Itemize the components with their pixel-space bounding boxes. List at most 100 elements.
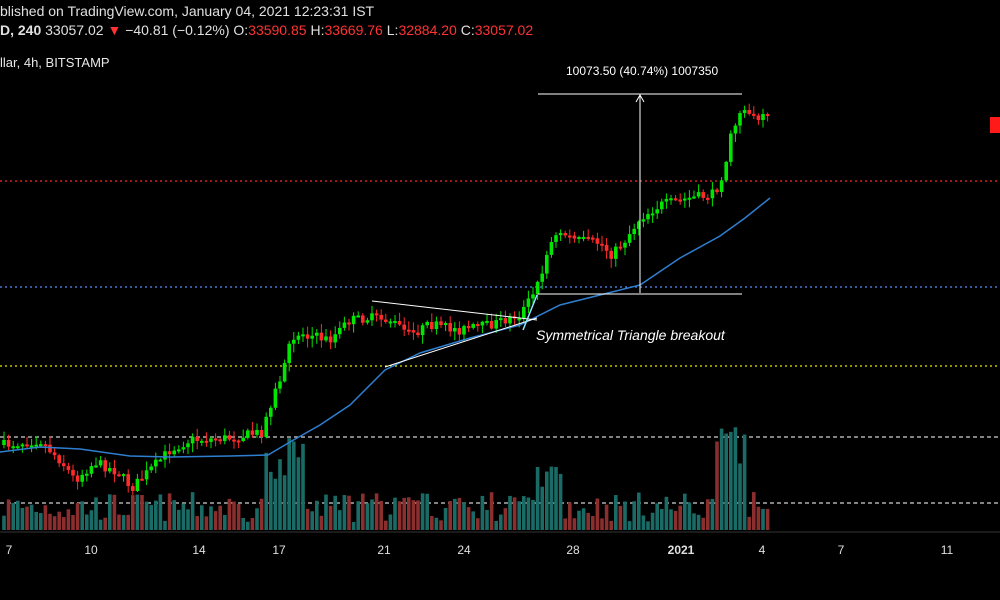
- volume-bar: [34, 511, 38, 530]
- volume-bar: [2, 515, 6, 530]
- candle-body: [623, 242, 627, 248]
- candle-body: [273, 388, 278, 408]
- volume-bar: [747, 516, 751, 530]
- volume-bar: [402, 497, 406, 530]
- volume-bar: [384, 520, 388, 530]
- volume-bar: [89, 510, 94, 530]
- candle-body: [494, 319, 498, 329]
- volume-bar: [186, 509, 190, 530]
- volume-bar: [756, 506, 761, 530]
- candle-body: [11, 446, 15, 449]
- volume-bar: [577, 510, 581, 530]
- candle-body: [503, 318, 508, 324]
- candle-body: [646, 214, 650, 220]
- volume-bar: [140, 494, 144, 530]
- candle-body: [370, 313, 374, 321]
- candle-body: [595, 238, 600, 244]
- candle-body: [499, 318, 503, 321]
- volume-bar: [144, 501, 149, 530]
- candle-body: [34, 444, 38, 447]
- candle-body: [430, 321, 434, 329]
- candle-body: [462, 326, 466, 335]
- volume-bar: [117, 514, 121, 530]
- high-label: H:: [310, 22, 325, 38]
- candle-body: [549, 242, 554, 255]
- candle-body: [577, 237, 581, 240]
- candle-body: [126, 474, 130, 487]
- volume-bar: [600, 518, 604, 530]
- volume-bar: [112, 494, 117, 530]
- candle-body: [264, 416, 268, 438]
- volume-bar: [568, 502, 572, 530]
- volume-bar: [66, 509, 71, 530]
- x-tick-label: 24: [457, 543, 471, 557]
- volume-bar: [729, 431, 733, 530]
- candle-body: [678, 199, 682, 202]
- volume-bar: [388, 514, 393, 530]
- candle-body: [6, 440, 11, 447]
- candle-body: [167, 451, 172, 455]
- candle-body: [531, 294, 535, 299]
- volume-bar: [742, 434, 747, 530]
- candle-body: [388, 321, 393, 324]
- candle-body: [351, 315, 356, 325]
- volume-bar: [209, 506, 213, 530]
- volume-bar: [673, 510, 678, 530]
- candle-body: [558, 233, 563, 236]
- price-change: −40.81 (−0.12%): [125, 22, 230, 38]
- volume-bar: [94, 497, 98, 530]
- candle-body: [453, 328, 457, 332]
- candle-body: [687, 197, 692, 200]
- low-label: L:: [386, 22, 399, 38]
- candle-body: [586, 236, 590, 239]
- candle-body: [365, 320, 370, 323]
- volume-bar: [522, 496, 526, 530]
- candle-body: [154, 459, 158, 467]
- candle-body: [108, 468, 112, 472]
- candle-body: [425, 321, 429, 326]
- volume-bar: [664, 496, 669, 530]
- candle-body: [517, 318, 521, 321]
- x-tick-label: 7: [5, 543, 13, 557]
- volume-bar: [531, 499, 535, 530]
- candle-body: [246, 430, 250, 438]
- candle-body: [374, 313, 379, 316]
- candle-body: [411, 330, 416, 333]
- x-tick-label: 21: [377, 543, 391, 557]
- volume-bar: [549, 466, 554, 530]
- candle-body: [650, 213, 655, 216]
- candle-body: [466, 326, 471, 329]
- candle-body: [89, 466, 94, 474]
- volume-bar: [540, 486, 544, 530]
- volume-bar: [338, 510, 342, 530]
- volume-bar: [39, 513, 43, 530]
- volume-bar: [761, 508, 765, 530]
- volume-bar: [485, 509, 489, 530]
- candle-body: [572, 235, 577, 239]
- open-value: 33590.85: [248, 22, 307, 38]
- candle-body: [476, 324, 480, 327]
- candle-body: [526, 298, 531, 307]
- candle-body: [305, 334, 310, 339]
- candle-body: [416, 332, 420, 336]
- volume-bar: [411, 500, 416, 530]
- volume-bar: [430, 516, 434, 530]
- x-tick-label: 14: [192, 543, 206, 557]
- candle-body: [71, 469, 75, 476]
- candle-body: [218, 439, 222, 442]
- volume-bar: [365, 503, 370, 530]
- candle-body: [319, 332, 324, 341]
- volume-bar: [223, 514, 227, 530]
- candle-body: [66, 466, 71, 470]
- volume-bar: [683, 493, 687, 530]
- publish-info: blished on TradingView.com, January 04, …: [0, 3, 374, 23]
- candle-body: [443, 323, 448, 326]
- volume-bar: [108, 494, 112, 530]
- volume-bar: [264, 452, 268, 530]
- volume-bar: [646, 521, 650, 530]
- candle-body: [379, 314, 383, 320]
- candle-body: [213, 438, 218, 441]
- x-tick-label: 28: [566, 543, 580, 557]
- volume-bar: [255, 508, 259, 530]
